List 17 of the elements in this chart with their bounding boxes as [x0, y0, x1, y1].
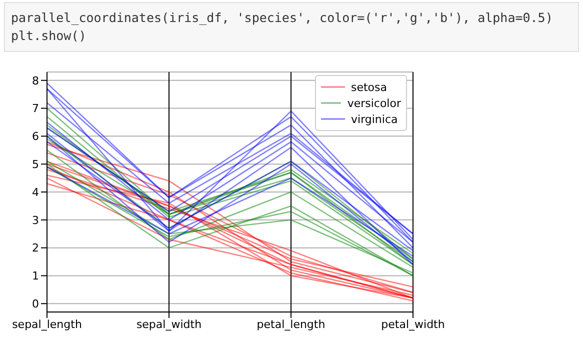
legend-label: setosa	[351, 80, 388, 94]
x-tick-label: sepal_length	[12, 318, 82, 331]
y-tick-label: 1	[32, 270, 39, 283]
x-tick-label: petal_width	[381, 318, 445, 331]
y-tick-label: 8	[32, 74, 39, 88]
y-tick-label: 2	[32, 242, 39, 255]
x-tick-label: sepal_width	[136, 318, 202, 331]
y-tick-label: 3	[32, 214, 39, 227]
y-tick-label: 5	[32, 158, 39, 171]
legend-label: versicolor	[347, 96, 401, 110]
y-tick-label: 6	[32, 130, 39, 144]
x-tick-label: petal_length	[256, 318, 326, 331]
legend-label: virginica	[351, 112, 398, 126]
y-tick-label: 4	[32, 186, 39, 199]
y-tick-label: 0	[32, 298, 39, 311]
code-cell: parallel_coordinates(iris_df, 'species', color=('r','g','b'), alpha=0.5) plt.show()	[4, 2, 579, 52]
y-tick-label: 7	[32, 102, 39, 116]
